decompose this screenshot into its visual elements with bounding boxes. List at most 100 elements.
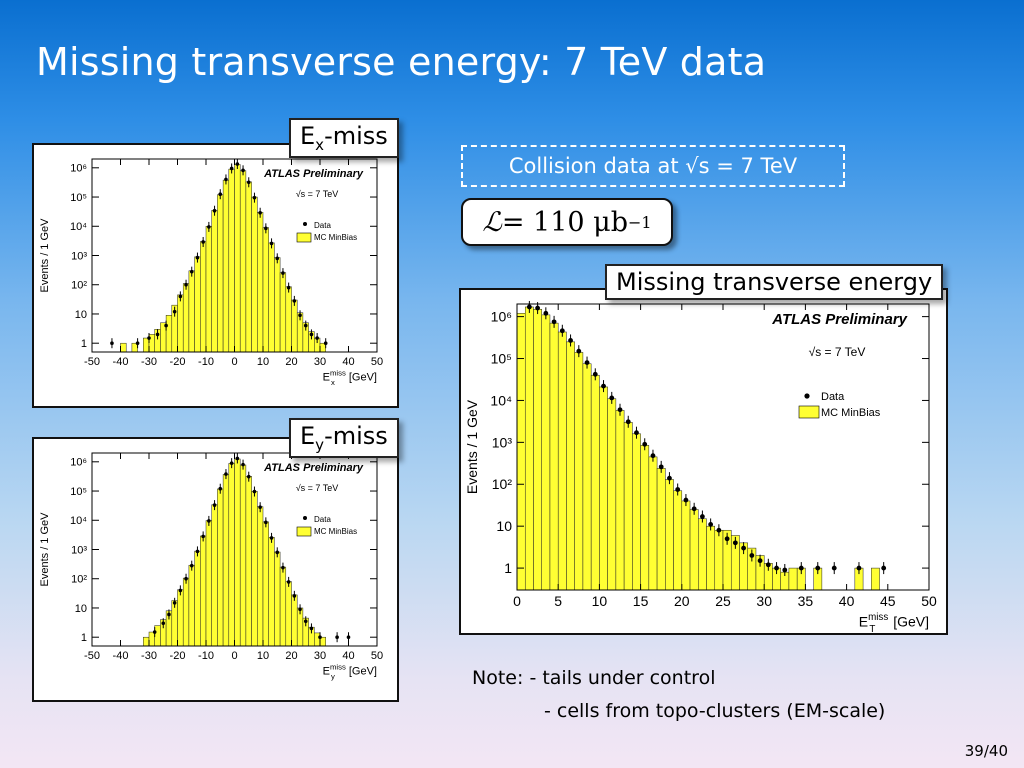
energy-annotation: √s = 7 TeV bbox=[809, 345, 866, 359]
mc-bar bbox=[205, 226, 212, 353]
mc-bar bbox=[211, 504, 218, 647]
y-axis-label: Events / 1 GeV bbox=[464, 399, 480, 494]
data-point bbox=[568, 338, 573, 343]
data-point bbox=[667, 475, 672, 481]
data-point bbox=[258, 505, 262, 509]
data-point bbox=[526, 304, 532, 310]
mc-bar bbox=[698, 518, 707, 591]
data-point bbox=[675, 487, 681, 492]
x-tick-label: -20 bbox=[170, 356, 186, 368]
x-tick-label: 50 bbox=[371, 356, 383, 368]
x-tick-label: 50 bbox=[371, 650, 383, 662]
mc-bar bbox=[200, 241, 207, 353]
note-line-1: - tails under control bbox=[529, 667, 716, 689]
data-point bbox=[184, 576, 188, 581]
mc-bar bbox=[251, 491, 258, 647]
data-point bbox=[584, 360, 590, 365]
data-point bbox=[275, 550, 280, 555]
x-tick-label: 40 bbox=[342, 356, 354, 368]
data-point bbox=[292, 299, 297, 303]
mc-bar bbox=[706, 525, 716, 591]
mc-bar bbox=[239, 464, 247, 647]
data-point bbox=[178, 588, 183, 593]
energy-annotation: √s = 7 TeV bbox=[296, 189, 339, 199]
data-point bbox=[269, 241, 274, 246]
y-tick-label: 10³ bbox=[71, 544, 87, 556]
ex-miss-chart: -50 -40 -30 -20 -10 0 10 20 30 40 50 1 10 10² 10³ 10⁴ 10… bbox=[39, 158, 383, 387]
x-tick-label: -10 bbox=[198, 650, 214, 662]
data-point bbox=[258, 210, 262, 215]
mc-bar bbox=[566, 341, 575, 591]
data-point bbox=[207, 519, 211, 523]
x-axis-label: Emiss y [GeV] bbox=[323, 663, 377, 681]
x-tick-label: 40 bbox=[342, 650, 354, 662]
data-point bbox=[164, 323, 168, 328]
y-axis-label: Events / 1 GeV bbox=[39, 218, 51, 293]
mc-bar bbox=[234, 164, 241, 353]
data-point bbox=[264, 226, 268, 231]
data-point bbox=[286, 285, 291, 290]
data-point bbox=[167, 612, 171, 617]
data-point bbox=[318, 635, 322, 639]
data-point bbox=[172, 309, 177, 314]
mc-bar bbox=[217, 488, 224, 647]
data-point bbox=[178, 294, 183, 299]
y-tick-label: 10⁵ bbox=[70, 486, 87, 498]
mc-bar bbox=[673, 490, 683, 591]
data-point bbox=[303, 323, 308, 328]
mc-bar bbox=[262, 227, 269, 353]
mc-bar bbox=[274, 551, 281, 647]
x-tick-label: -10 bbox=[198, 356, 214, 368]
x-tick-label: 20 bbox=[674, 593, 690, 609]
y-tick-label: 10² bbox=[492, 476, 513, 492]
data-point bbox=[275, 256, 280, 261]
slide-title: Missing transverse energy: 7 TeV data bbox=[36, 40, 767, 84]
data-point bbox=[155, 332, 160, 337]
data-point bbox=[172, 601, 177, 605]
mc-bar bbox=[177, 294, 184, 353]
mc-bar bbox=[120, 342, 127, 353]
data-point bbox=[716, 527, 722, 533]
y-tick-label: 1 bbox=[81, 338, 87, 350]
data-point bbox=[691, 506, 697, 512]
y-tick-label: 10⁶ bbox=[491, 309, 512, 325]
x-tick-label: -40 bbox=[113, 650, 129, 662]
y-tick-label: 10² bbox=[71, 574, 87, 586]
mc-bar bbox=[182, 283, 190, 353]
data-point bbox=[592, 371, 598, 377]
x-tick-label: -30 bbox=[141, 650, 157, 662]
data-point bbox=[264, 520, 268, 525]
mc-bar bbox=[314, 632, 321, 647]
mc-bar bbox=[599, 386, 608, 591]
y-tick-label: 10 bbox=[75, 603, 87, 615]
data-point bbox=[551, 319, 557, 325]
data-point bbox=[161, 621, 166, 626]
data-point bbox=[184, 282, 188, 287]
mc-bar bbox=[245, 476, 252, 647]
data-point bbox=[246, 474, 251, 479]
mc-bar bbox=[291, 299, 298, 353]
y-tick-label: 1 bbox=[81, 632, 87, 644]
data-point bbox=[189, 563, 194, 568]
data-point bbox=[218, 192, 223, 197]
mc-bar bbox=[291, 594, 298, 647]
data-point bbox=[303, 619, 308, 624]
mc-bar bbox=[665, 479, 674, 591]
y-tick-label: 10⁶ bbox=[70, 457, 87, 469]
mc-bar bbox=[648, 456, 658, 591]
mc-bar bbox=[574, 352, 584, 591]
y-tick-label: 10⁵ bbox=[491, 350, 512, 366]
legend-mc-label: MC MinBias bbox=[314, 233, 357, 242]
data-point bbox=[683, 497, 689, 503]
mc-bar bbox=[268, 537, 275, 647]
data-point bbox=[724, 536, 730, 542]
mc-bar bbox=[188, 564, 195, 647]
collision-data-label: Collision data at √s = 7 TeV bbox=[461, 145, 845, 187]
data-point bbox=[195, 255, 200, 260]
y-tick-label: 10 bbox=[75, 309, 87, 321]
mc-bar bbox=[582, 363, 592, 591]
data-point bbox=[229, 461, 234, 465]
y-tick-label: 1 bbox=[504, 560, 512, 576]
y-tick-label: 10 bbox=[496, 518, 512, 534]
data-point bbox=[229, 166, 234, 171]
